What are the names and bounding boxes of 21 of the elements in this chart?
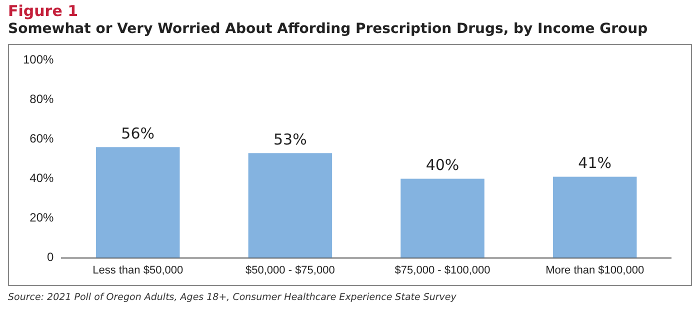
- y-tick-label: 0: [47, 250, 54, 264]
- data-label: 56%: [121, 124, 155, 143]
- data-label: 41%: [578, 154, 612, 172]
- bar: [248, 153, 332, 258]
- bar: [552, 176, 637, 258]
- chart-subtitle: Somewhat or Very Worried About Affording Prescription Drugs, by Income Group: [8, 21, 648, 37]
- bar: [400, 178, 484, 258]
- x-tick-label: Less than $50,000: [92, 264, 184, 276]
- x-tick-label: $75,000 - $100,000: [394, 264, 490, 276]
- y-tick-label: 100%: [22, 52, 54, 67]
- y-tick-label: 80%: [30, 92, 54, 106]
- y-tick-label: 40%: [30, 171, 54, 186]
- chart-title: Figure 1: [8, 2, 78, 20]
- bar: [96, 147, 180, 258]
- y-tick-label: 60%: [30, 132, 54, 146]
- y-tick-label: 20%: [30, 210, 54, 225]
- x-tick-label: $50,000 - $75,000: [246, 264, 335, 276]
- data-label: 53%: [274, 130, 307, 148]
- source-note: Source: 2021 Poll of Oregon Adults, Ages 18+, Consumer Healthcare Experience State Survey: [8, 292, 456, 303]
- x-tick-label: More than $100,000: [546, 264, 644, 276]
- data-label: 40%: [426, 156, 460, 174]
